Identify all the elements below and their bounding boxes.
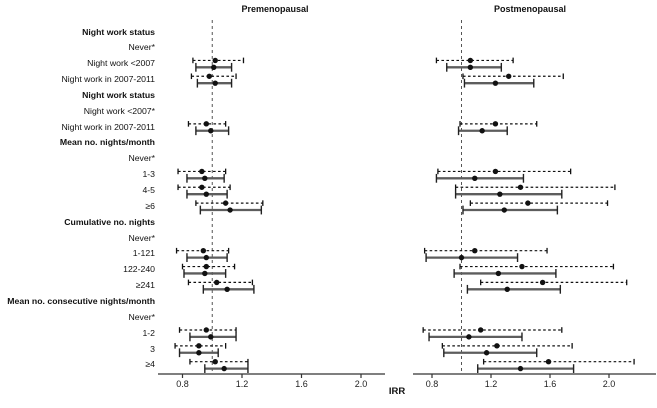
row-label: ≥241 [135,280,155,291]
x-axis-tick-label: 0.8 [426,379,439,389]
row-label: 1-2 [142,327,155,338]
x-axis-tick-label: 1.6 [544,379,557,389]
ci-solid-point [227,207,233,213]
x-axis-tick-label: 1.2 [485,379,498,389]
x-axis-tick-label: 0.8 [176,379,189,389]
ci-dashed-point [494,343,500,349]
ci-solid-point [492,80,499,86]
ci-dashed-point [477,327,484,333]
row-group-header: Mean no. consecutive nights/month [7,296,155,307]
ci-solid-point [479,128,485,134]
ci-solid-point [517,365,524,372]
ci-solid-point [501,207,507,213]
ci-solid-point [497,191,503,197]
ci-dashed-point [492,168,499,175]
ci-solid-point [196,350,202,356]
row-label: Night work in 2007-2011 [61,74,155,85]
ci-dashed-point [519,263,525,270]
ci-solid-point [203,254,209,261]
row-label: 122-240 [123,264,155,275]
ci-dashed-point [199,168,205,175]
row-label: 3 [150,343,155,354]
ci-dashed-point [506,73,512,79]
ci-dashed-point [196,343,202,349]
ci-dashed-point [203,263,209,270]
ci-solid-point [472,175,478,182]
ci-dashed-point [203,121,209,127]
row-group-header: Cumulative no. nights [64,216,155,227]
x-axis-tick-label: 1.6 [295,379,308,389]
x-axis-tick-label: 2.0 [355,379,368,389]
ci-dashed-point [212,57,218,64]
ci-dashed-point [472,247,478,254]
ci-dashed-point [525,200,531,206]
x-axis-tick-label: 2.0 [603,379,616,389]
ci-solid-point [202,175,208,182]
ci-solid-point [466,334,472,340]
ci-solid-point [221,365,227,372]
row-label: Night work in 2007-2011 [61,121,155,132]
row-label: 1-3 [142,169,155,180]
ci-dashed-point [206,73,212,79]
panel-title-premenopausal: Premenopausal [241,4,309,14]
ci-dashed-point [212,358,218,365]
ci-solid-point [224,286,230,293]
x-axis-tick-label: 1.2 [236,379,249,389]
row-label: 1-121 [132,248,155,259]
ci-dashed-point [492,121,499,127]
row-label: Night work <2007 [87,58,155,69]
ci-dashed-point [200,247,207,254]
row-label: Never* [128,311,155,322]
ci-dashed-point [467,57,474,64]
ci-solid-point [458,254,465,261]
ci-solid-point [483,350,490,356]
ci-solid-point [504,286,510,293]
ci-solid-point [202,270,208,277]
ci-dashed-point [539,279,546,286]
row-label: Night work <2007* [83,105,155,116]
ci-solid-point [208,334,214,340]
ci-solid-point [211,64,217,71]
row-group-header: Night work status [82,89,155,100]
row-label: Never* [128,153,155,164]
ci-dashed-point [222,200,229,206]
ci-dashed-point [517,184,524,190]
ci-solid-point [212,80,218,86]
ci-solid-point [467,64,474,71]
panel-title-postmenopausal: Postmenopausal [493,4,567,14]
ci-solid-point [495,270,502,277]
row-label: Never* [128,42,155,53]
ci-solid-point [208,128,214,134]
ci-dashed-point [214,279,220,286]
row-label: 4-5 [142,185,155,196]
row-label: ≥4 [145,359,155,370]
xaxis-label: IRR [388,386,406,397]
row-label: ≥6 [145,200,155,211]
row-label-column: Night work status Never* Night work <2007 N… [0,0,155,408]
ci-dashed-point [545,358,552,365]
row-group-header: Mean no. nights/month [59,137,155,148]
ci-dashed-point [203,327,209,333]
row-group-header: Night work status [82,26,155,37]
row-label: Never* [128,232,155,243]
ci-dashed-point [199,184,205,190]
ci-solid-point [203,191,209,197]
